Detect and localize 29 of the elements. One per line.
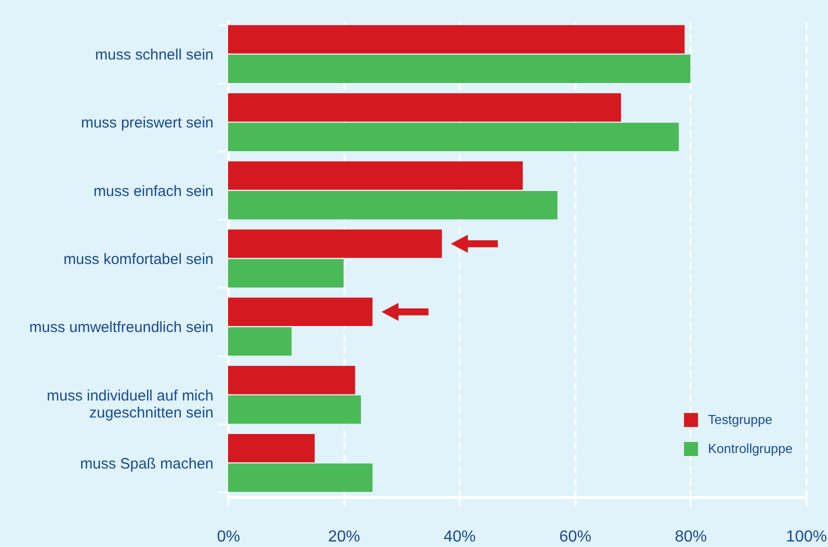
bar xyxy=(228,327,292,356)
x-tick-label: 60% xyxy=(559,528,592,546)
legend-label: Kontrollgruppe xyxy=(708,441,793,456)
bar xyxy=(228,464,372,492)
bar xyxy=(228,366,356,394)
bar xyxy=(228,259,344,288)
bar xyxy=(228,434,315,462)
bar xyxy=(228,93,622,122)
bar xyxy=(228,230,442,258)
x-tick-label: 80% xyxy=(674,528,707,546)
bar xyxy=(228,161,523,190)
bar xyxy=(228,54,690,84)
y-tick-label: muss schnell sein xyxy=(95,46,214,64)
bar xyxy=(228,122,679,152)
y-tick-label: muss umweltfreundlich sein xyxy=(29,319,214,336)
x-tick-label: 40% xyxy=(444,528,476,546)
legend-label: Testgruppe xyxy=(708,412,772,427)
y-tick-label: muss Spaß machen xyxy=(80,455,214,472)
y-tick-label: muss individuell auf mich zugeschnitten sein xyxy=(46,387,214,422)
bar xyxy=(228,298,372,326)
y-tick-label: muss preiswert sein xyxy=(80,114,214,132)
y-tick-label: muss komfortabel sein xyxy=(63,251,214,268)
x-tick-label: 0% xyxy=(216,528,240,546)
bar xyxy=(228,190,558,220)
x-tick-label: 20% xyxy=(328,528,360,546)
x-tick-label: 100% xyxy=(786,528,827,546)
bar xyxy=(228,395,361,424)
y-tick-label: muss einfach sein xyxy=(93,182,214,200)
bar xyxy=(228,25,685,54)
